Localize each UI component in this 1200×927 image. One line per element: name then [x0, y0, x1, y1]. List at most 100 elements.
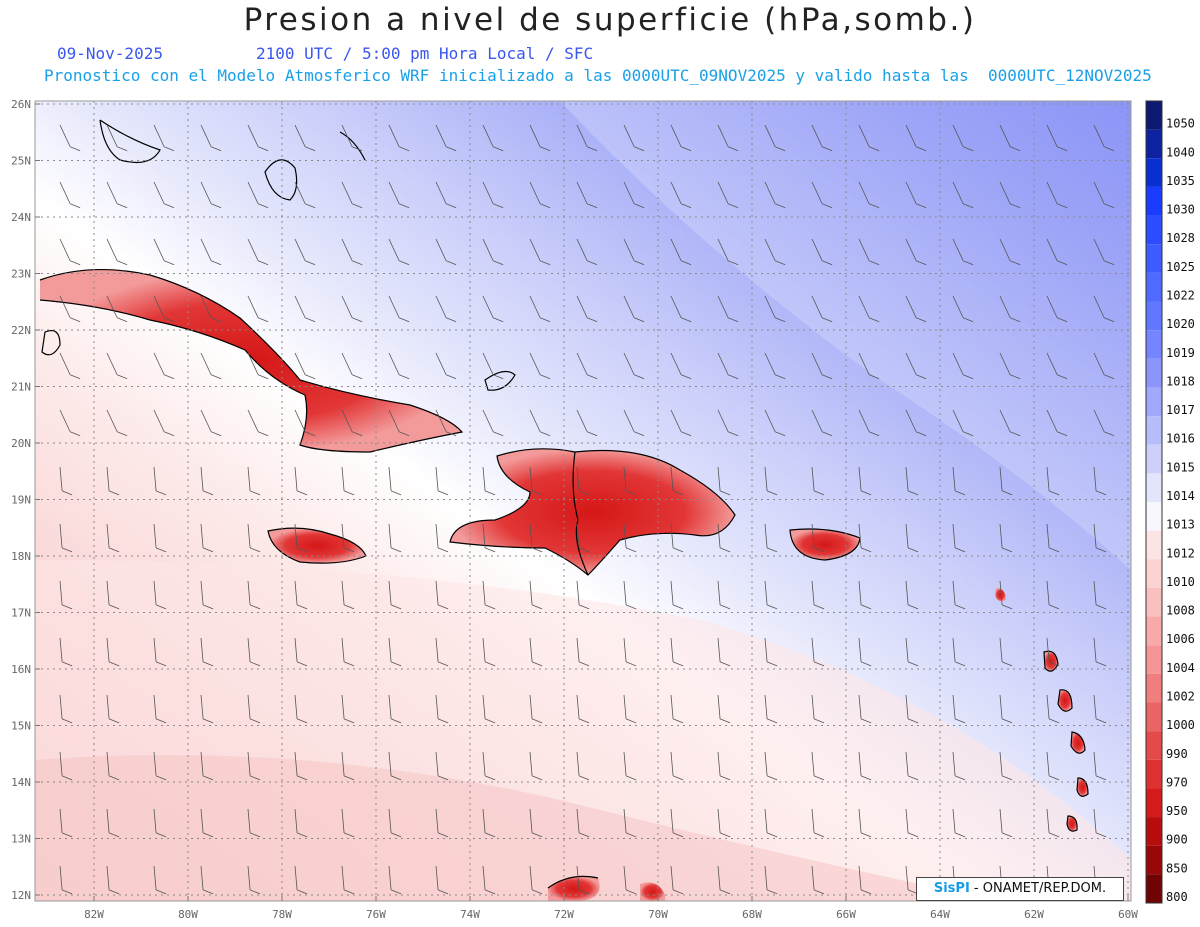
wind-barb	[670, 808, 684, 838]
colorbar-label: 1018	[1166, 374, 1195, 388]
wind-barb	[858, 523, 872, 553]
wind-barb	[200, 238, 222, 266]
wind-barb	[106, 865, 120, 895]
colorbar-cell	[1146, 416, 1162, 445]
wind-barb	[623, 523, 637, 553]
wind-barb	[811, 466, 825, 496]
wind-barb	[153, 352, 175, 380]
page-title: Presion a nivel de superficie (hPa,somb.…	[243, 2, 977, 38]
wind-barb	[905, 637, 919, 667]
wind-barb	[153, 466, 167, 496]
wind-barb	[341, 808, 355, 838]
wind-barb	[59, 181, 81, 209]
wind-barb	[294, 694, 308, 724]
wind-barb	[153, 523, 167, 553]
wind-barb	[858, 808, 872, 838]
wind-barb	[999, 637, 1013, 667]
colorbar-cell	[1146, 817, 1162, 846]
wind-barb	[764, 181, 786, 209]
wind-barb	[529, 466, 543, 496]
wind-barb	[1093, 409, 1115, 437]
wind-barb	[952, 181, 974, 209]
wind-barb	[717, 865, 731, 895]
wind-barb	[153, 238, 175, 266]
high-pressure-over-land	[40, 269, 1088, 901]
wind-barb	[764, 751, 778, 781]
wind-barb	[341, 751, 355, 781]
wind-barb	[200, 808, 214, 838]
wind-barb	[59, 808, 73, 838]
colorbar-label: 1030	[1166, 203, 1195, 217]
lat-tick-label: 20N	[11, 437, 31, 450]
wind-barb	[999, 466, 1013, 496]
colorbar-cell	[1146, 301, 1162, 331]
wind-barb	[247, 295, 269, 323]
wind-barb	[858, 694, 872, 724]
colorbar-label: 1006	[1166, 632, 1195, 646]
wind-barb	[435, 238, 457, 266]
wind-barb	[999, 694, 1013, 724]
wind-barb	[247, 124, 269, 152]
wind-barb	[952, 466, 966, 496]
wind-barb	[764, 580, 778, 610]
colorbar-label: 1050	[1166, 117, 1195, 131]
wind-barb	[811, 409, 833, 437]
wind-barb	[106, 181, 128, 209]
wind-barb	[482, 808, 496, 838]
wind-barb	[717, 694, 731, 724]
wind-barb	[247, 751, 261, 781]
wind-barb	[388, 181, 410, 209]
lat-tick-label: 14N	[11, 776, 31, 789]
wind-barb	[59, 409, 81, 437]
lat-tick-label: 25N	[11, 155, 31, 168]
wind-barb	[1046, 694, 1060, 724]
wind-barb	[482, 181, 504, 209]
wind-barb	[59, 694, 73, 724]
wind-barb	[717, 352, 739, 380]
colorbar-label: 1019	[1166, 346, 1195, 360]
wind-barb	[576, 238, 598, 266]
wind-barb	[529, 352, 551, 380]
wind-barb	[1046, 466, 1060, 496]
wind-barb	[294, 637, 308, 667]
colorbar-label: 1020	[1166, 317, 1195, 331]
wind-barb	[811, 808, 825, 838]
colorbar-label: 1010	[1166, 575, 1195, 589]
wind-barb	[200, 694, 214, 724]
lon-tick-label: 72W	[554, 908, 574, 921]
wind-barb	[576, 694, 590, 724]
wind-barb	[952, 409, 974, 437]
wind-barb	[858, 466, 872, 496]
wind-barb	[59, 124, 81, 152]
wind-barb	[106, 580, 120, 610]
wind-barb	[764, 352, 786, 380]
colorbar-label: 1004	[1166, 661, 1195, 675]
wind-barb	[59, 751, 73, 781]
wind-barb	[482, 865, 496, 895]
lat-tick-label: 17N	[11, 607, 31, 620]
wind-barb	[999, 124, 1021, 152]
wind-barb	[811, 295, 833, 323]
wind-barb	[576, 580, 590, 610]
colorbar-cell	[1146, 158, 1162, 187]
wind-barb	[529, 124, 551, 152]
wind-barb	[905, 295, 927, 323]
wind-barb	[529, 637, 543, 667]
wind-barb	[1093, 238, 1115, 266]
wind-barb	[106, 637, 120, 667]
wind-barb	[341, 352, 363, 380]
wind-barb	[670, 637, 684, 667]
wind-barb	[811, 751, 825, 781]
wind-barb	[811, 580, 825, 610]
wind-barb	[482, 295, 504, 323]
wind-barb	[247, 694, 261, 724]
wind-barb	[1046, 409, 1068, 437]
wind-barb	[482, 523, 496, 553]
wind-barb	[764, 637, 778, 667]
colorbar-label: 1017	[1166, 403, 1195, 417]
wind-barb	[717, 637, 731, 667]
wind-barb	[529, 523, 543, 553]
latitude-axis: 26N 25N 24N 23N 22N 21N 20N 19N 18N 17N 16N 15N 14N 1…	[11, 98, 40, 902]
wind-barb	[106, 751, 120, 781]
wind-barb	[247, 181, 269, 209]
